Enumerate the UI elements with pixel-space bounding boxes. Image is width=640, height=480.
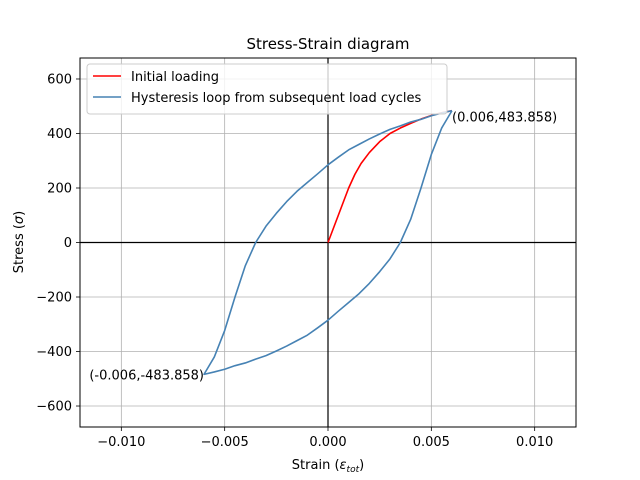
y-tick-label: −200 — [36, 291, 72, 306]
x-tick-label: 0.005 — [413, 435, 450, 450]
legend-label-hysteresis-loop: Hysteresis loop from subsequent load cyc… — [131, 91, 421, 106]
y-tick-label: −600 — [36, 400, 72, 415]
hysteresis-loop-curve — [203, 109, 453, 376]
chart-title: Stress-Strain diagram — [246, 35, 409, 53]
ticks: −0.010 −0.005 0.000 0.005 0.010 −600 −400 −200 0… — [36, 72, 553, 450]
x-tick-label: 0.010 — [516, 435, 553, 450]
series-group — [203, 109, 453, 376]
x-tick-label: −0.005 — [201, 435, 249, 450]
y-tick-label: 400 — [47, 127, 72, 142]
x-tick-label: 0.000 — [309, 435, 346, 450]
y-axis-label: Stress (σ) — [12, 211, 27, 273]
y-tick-label: 200 — [47, 181, 72, 196]
y-tick-label: 0 — [64, 236, 72, 251]
x-tick-label: −0.010 — [97, 435, 145, 450]
y-tick-label: 600 — [47, 72, 72, 87]
legend-box — [86, 63, 448, 115]
legend-label-initial-loading: Initial loading — [131, 70, 219, 85]
max-point-annotation: (0.006,483.858) — [452, 111, 557, 126]
legend: Initial loading Hysteresis loop from sub… — [86, 63, 448, 115]
min-point-annotation: (-0.006,-483.858) — [89, 368, 204, 383]
x-axis-label: Strain (εtot) — [292, 458, 364, 475]
y-tick-label: −400 — [36, 345, 72, 360]
annotations: (0.006,483.858) (-0.006,-483.858) — [89, 111, 557, 384]
